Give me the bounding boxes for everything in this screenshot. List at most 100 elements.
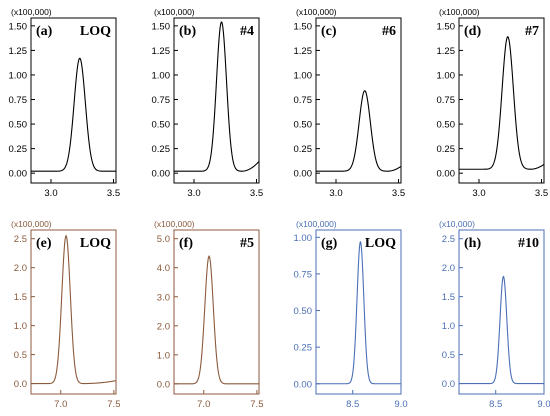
x-tick-label: 3.5 <box>535 188 548 199</box>
chart-panel-1: 0.00 0.25 0.50 0.75 1.00 1.25 1.50 3.0 3.5 (x100,… <box>9 7 121 199</box>
y-tick-label: 0.00 <box>294 379 313 390</box>
scale-multiplier-label: (x100,000) <box>296 219 337 229</box>
y-tick-label: 1.25 <box>9 46 28 57</box>
y-tick-label: 0.50 <box>294 306 313 317</box>
chromatogram-trace <box>174 21 260 172</box>
panel-letter: (h) <box>464 236 481 251</box>
panel-title: LOQ <box>80 24 111 39</box>
y-tick-label: 0.25 <box>9 144 28 155</box>
y-tick-label: 1.50 <box>152 21 171 32</box>
chart-panel-4: 0.00 0.25 0.50 0.75 1.00 1.25 1.50 3.0 3.5 (x100,… <box>437 7 549 199</box>
y-tick-label: 0.00 <box>152 169 171 180</box>
x-tick-label: 3.5 <box>392 188 405 199</box>
panel-title: #6 <box>382 24 396 39</box>
x-tick-label: 3.0 <box>187 188 200 199</box>
y-tick-label: 0.25 <box>294 144 313 155</box>
panel-title: #5 <box>240 236 254 251</box>
x-tick-label: 9.0 <box>394 399 407 410</box>
panel-letter: (a) <box>36 24 53 39</box>
panel-letter: (g) <box>321 236 338 251</box>
y-tick-label: 1.25 <box>437 46 456 57</box>
y-tick-label: 1.25 <box>294 46 313 57</box>
y-tick-label: 2.5 <box>442 234 455 245</box>
y-tick-label: 2.0 <box>157 321 170 332</box>
y-tick-label: 5.0 <box>157 234 170 245</box>
chart-panel-6: 0.0 1.0 2.0 3.0 4.0 5.0 7.0 7.5 (x100,000) (f) #5 <box>154 219 263 410</box>
y-tick-label: 0.00 <box>294 169 313 180</box>
y-tick-label: 2.0 <box>14 263 27 274</box>
chromatogram-trace <box>316 240 401 385</box>
y-tick-label: 1.0 <box>442 321 455 332</box>
plot-frame <box>458 229 545 395</box>
panel-letter: (b) <box>179 24 196 39</box>
y-tick-label: 0.0 <box>14 379 27 390</box>
panel-title: #10 <box>518 236 539 251</box>
panel-title: #4 <box>240 24 254 39</box>
scale-multiplier-label: (x100,000) <box>154 219 195 229</box>
y-tick-label: 1.5 <box>442 292 455 303</box>
panel-title: #7 <box>525 24 539 39</box>
y-tick-label: 1.00 <box>152 70 171 81</box>
panel-title: LOQ <box>365 236 396 251</box>
scale-multiplier-label: (x10,000) <box>439 219 475 229</box>
chart-panel-3: 0.00 0.25 0.50 0.75 1.00 1.25 1.50 3.0 3.5 (x100,… <box>294 7 406 199</box>
x-tick-label: 3.0 <box>44 188 57 199</box>
y-tick-label: 0.0 <box>442 379 455 390</box>
chromatogram-trace <box>31 57 116 172</box>
y-tick-label: 1.25 <box>152 46 171 57</box>
chart-panel-8: 0.0 0.5 1.0 1.5 2.0 2.5 8.5 9.0 (x10,000) (h) #10 <box>439 219 550 410</box>
chromatogram-trace <box>459 275 544 385</box>
y-tick-label: 1.0 <box>14 321 27 332</box>
scale-multiplier-label: (x100,000) <box>11 7 52 17</box>
y-tick-label: 0.75 <box>437 95 456 106</box>
x-tick-label: 3.5 <box>250 188 263 199</box>
y-tick-label: 1.00 <box>437 70 456 81</box>
scale-multiplier-label: (x100,000) <box>154 7 195 17</box>
panel-letter: (d) <box>464 24 481 39</box>
x-tick-label: 7.0 <box>197 399 210 410</box>
y-tick-label: 1.00 <box>9 70 28 81</box>
y-tick-label: 2.0 <box>442 263 455 274</box>
y-tick-label: 0.50 <box>294 120 313 131</box>
y-tick-label: 0.5 <box>442 350 455 361</box>
y-tick-label: 3.0 <box>157 292 170 303</box>
x-tick-label: 8.5 <box>346 399 359 410</box>
y-tick-label: 0.75 <box>9 95 28 106</box>
y-tick-label: 1.00 <box>294 70 313 81</box>
y-tick-label: 1.50 <box>437 21 456 32</box>
y-tick-label: 1.00 <box>294 233 313 244</box>
y-tick-label: 1.5 <box>14 292 27 303</box>
x-tick-label: 7.0 <box>54 399 67 410</box>
x-tick-label: 7.5 <box>107 399 120 410</box>
chromatogram-trace <box>174 254 259 385</box>
y-tick-label: 1.50 <box>9 21 28 32</box>
y-tick-label: 0.75 <box>294 95 313 106</box>
y-tick-label: 0.50 <box>9 120 28 131</box>
plot-frame <box>458 17 545 184</box>
plot-frame <box>173 229 260 395</box>
x-tick-label: 7.5 <box>250 399 263 410</box>
x-tick-label: 3.5 <box>107 188 120 199</box>
y-tick-label: 0.5 <box>14 350 27 361</box>
y-tick-label: 2.5 <box>14 234 27 245</box>
x-tick-label: 3.0 <box>472 188 485 199</box>
scale-multiplier-label: (x100,000) <box>11 219 52 229</box>
x-tick-label: 8.5 <box>489 399 502 410</box>
y-tick-label: 0.0 <box>157 379 170 390</box>
panel-letter: (e) <box>36 236 52 251</box>
y-tick-label: 0.25 <box>294 343 313 354</box>
y-tick-label: 1.0 <box>157 350 170 361</box>
x-tick-label: 3.0 <box>329 188 342 199</box>
chart-panel-2: 0.00 0.25 0.50 0.75 1.00 1.25 1.50 3.0 3.5 (x100,… <box>152 7 264 199</box>
y-tick-label: 0.75 <box>152 95 171 106</box>
y-tick-label: 0.75 <box>294 269 313 280</box>
chromatogram-trace <box>459 35 545 170</box>
chromatogram-trace <box>316 90 402 172</box>
y-tick-label: 0.50 <box>437 120 456 131</box>
scale-multiplier-label: (x100,000) <box>439 7 480 17</box>
panel-letter: (f) <box>179 236 193 251</box>
plot-frame <box>30 229 117 395</box>
y-tick-label: 1.50 <box>294 21 313 32</box>
chart-panel-7: 0.00 0.25 0.50 0.75 1.00 8.5 9.0 (x100,000) (g) L… <box>294 219 408 410</box>
